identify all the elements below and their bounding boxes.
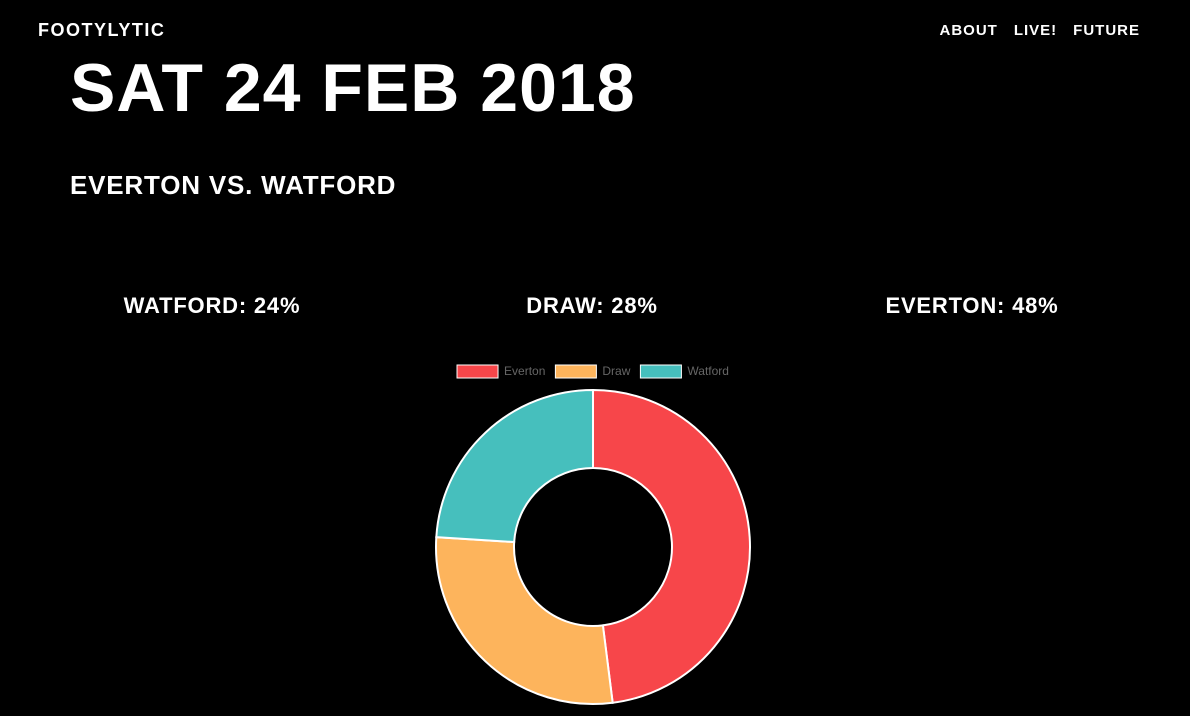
watford-probability: WATFORD: 24% (123, 293, 301, 318)
doughnut-slice-everton[interactable] (592, 388, 751, 704)
brand-logo-link[interactable]: FOOTYLYTIC (38, 20, 166, 40)
legend-label-everton[interactable]: Everton (504, 364, 545, 378)
legend-label-watford[interactable]: Watford (687, 364, 729, 378)
everton-probability: EVERTON: 48% (885, 293, 1059, 318)
match-date-heading: SAT 24 FEB 2018 (70, 50, 636, 126)
legend-swatch-watford[interactable] (639, 364, 682, 379)
doughnut-slice-draw[interactable] (435, 536, 614, 705)
legend-swatch-draw[interactable] (554, 364, 597, 379)
main-nav: ABOUT LIVE! FUTURE (940, 22, 1141, 39)
draw-probability: DRAW: 28% (526, 293, 658, 318)
legend-swatch-everton[interactable] (456, 364, 499, 379)
nav-live-link[interactable]: LIVE! (1013, 22, 1058, 39)
doughnut-slice-watford[interactable] (435, 388, 594, 544)
nav-about-link[interactable]: ABOUT (939, 22, 998, 39)
nav-future-link[interactable]: FUTURE (1073, 22, 1140, 39)
legend-label-draw[interactable]: Draw (602, 364, 630, 378)
match-teams-heading: EVERTON VS. WATFORD (70, 170, 397, 200)
